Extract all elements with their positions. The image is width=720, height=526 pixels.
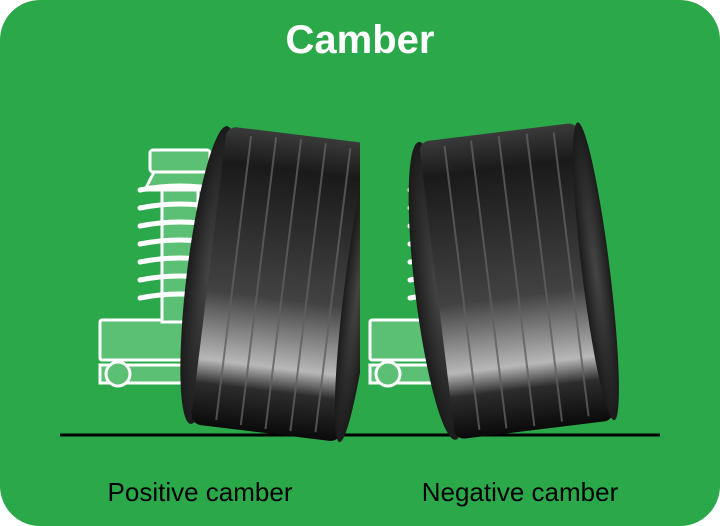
scene-negative-svg xyxy=(360,90,660,450)
tire-icon xyxy=(397,121,628,443)
scene-positive-svg xyxy=(60,90,360,450)
caption-positive: Positive camber xyxy=(60,477,340,508)
scene-positive xyxy=(60,90,360,450)
caption-negative: Negative camber xyxy=(380,477,660,508)
diagram-title: Camber xyxy=(0,18,720,63)
diagram-container: Camber xyxy=(0,0,720,526)
scene-negative xyxy=(360,90,660,450)
